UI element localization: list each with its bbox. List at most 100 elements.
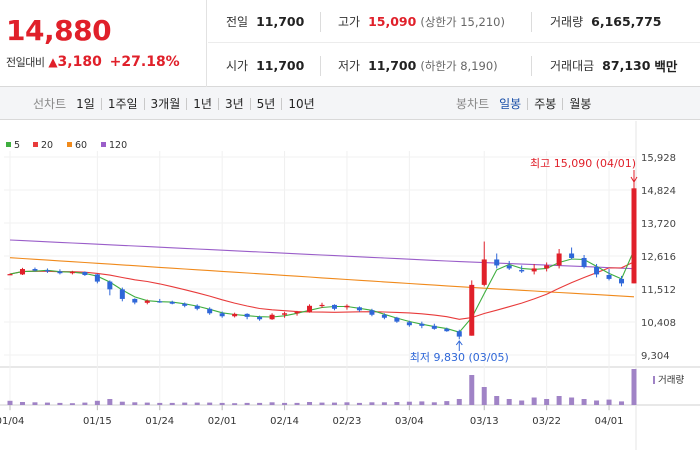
- line-period-tab-6[interactable]: 10년: [281, 97, 320, 110]
- candlestick-chart: 01/04 01/15 01/24 02/01 02/14 02/23 03/04 03/13…: [0, 121, 700, 450]
- price-summary: 14,880 전일대비 ▲3,180 +27.18% 전일 11,700 고가 …: [0, 0, 700, 87]
- candle-period-tab-1[interactable]: 주봉: [527, 97, 562, 110]
- candle-body: [369, 310, 375, 315]
- candle-body: [581, 257, 587, 267]
- volume-bar: [569, 397, 575, 405]
- volume-bar: [456, 399, 462, 405]
- candle-chart-tabs: 봉차트 일봉 주봉 월봉: [456, 87, 597, 120]
- volume-bar: [544, 399, 550, 405]
- volume-label: 거래량: [550, 15, 584, 29]
- candle-body: [569, 253, 575, 258]
- y-tick-label: 9,304: [641, 351, 670, 362]
- candle-body: [44, 270, 50, 272]
- change-label: 전일대비: [6, 56, 45, 69]
- change-row: 전일대비 ▲3,180 +27.18%: [6, 54, 180, 70]
- x-tick-label: 02/01: [208, 416, 237, 427]
- candle-body: [107, 281, 113, 290]
- turnover-label: 거래대금: [550, 59, 595, 73]
- volume-bar: [219, 402, 225, 405]
- high-annotation: 최고 15,090 (04/01): [530, 157, 636, 170]
- lower-limit: (하한가 8,190): [420, 58, 498, 73]
- volume-bar: [282, 402, 288, 405]
- low-value: 11,700: [368, 58, 417, 73]
- candle-body: [506, 265, 512, 269]
- volume-bar: [32, 402, 38, 405]
- volume-bar: [381, 402, 387, 405]
- line-chart-label: 선차트: [33, 97, 67, 111]
- open-label: 시가: [226, 59, 249, 73]
- candle-body: [456, 331, 462, 337]
- high-value: 15,090: [368, 14, 417, 29]
- line-period-tab-5[interactable]: 5년: [249, 97, 282, 110]
- line-period-tab-3[interactable]: 1년: [186, 97, 218, 110]
- line-period-tab-4[interactable]: 3년: [217, 97, 250, 110]
- prev-close-value: 11,700: [256, 14, 305, 29]
- candle-body: [119, 289, 125, 299]
- candle-body: [381, 314, 387, 318]
- legend-label-5: 5: [14, 140, 20, 151]
- low-annotation: 최저 9,830 (03/05): [410, 351, 509, 364]
- up-arrow-icon: ▲: [48, 55, 58, 69]
- line-period-tab-1[interactable]: 1주일: [100, 97, 144, 110]
- x-tick-label: 03/22: [532, 416, 561, 427]
- candle-body: [69, 272, 75, 274]
- line-period-tab-2[interactable]: 3개월: [143, 97, 187, 110]
- legend-label-20: 20: [41, 140, 53, 151]
- y-tick-label: 15,928: [641, 153, 676, 164]
- info-row-2: 시가 11,700 저가 11,700 (하한가 8,190) 거래대금 87,…: [208, 44, 700, 87]
- candle-body: [82, 272, 88, 276]
- y-tick-label: 10,408: [641, 318, 676, 329]
- volume-bar: [169, 402, 175, 405]
- volume-bar: [107, 399, 113, 405]
- line-chart-tabs: 선차트 1일 1주일 3개월 1년 3년 5년 10년: [33, 87, 321, 120]
- candle-period-tab-2[interactable]: 월봉: [562, 97, 597, 110]
- volume-bar: [394, 402, 400, 405]
- candle-body: [194, 305, 200, 309]
- candle-body: [431, 325, 437, 329]
- candle-body: [257, 316, 263, 320]
- candle-body: [244, 313, 250, 317]
- stock-chart: 01/04 01/15 01/24 02/01 02/14 02/23 03/04 03/13…: [0, 121, 700, 450]
- ma120-line: [9, 239, 635, 270]
- volume-bar: [94, 400, 100, 405]
- candle-body: [157, 301, 163, 303]
- candle-body: [232, 313, 238, 317]
- legend-label-120: 120: [109, 140, 127, 151]
- candle-body: [7, 274, 13, 276]
- volume-bar: [244, 402, 250, 405]
- x-tick-label: 03/13: [470, 416, 499, 427]
- candle-body: [494, 259, 500, 266]
- prev-close-label: 전일: [226, 15, 249, 29]
- volume-bar: [194, 402, 200, 405]
- low-label: 저가: [338, 59, 361, 73]
- low-cell: 저가 11,700 (하한가 8,190): [338, 44, 498, 87]
- volume-bar: [69, 403, 75, 405]
- volume-bar: [182, 402, 188, 405]
- candle-body: [594, 266, 600, 275]
- change-value: 3,180: [57, 54, 102, 70]
- volume-bar: [469, 375, 475, 405]
- candle-period-tab-0[interactable]: 일봉: [499, 96, 522, 111]
- volume-bar: [406, 401, 412, 405]
- line-period-tab-0[interactable]: 1일: [76, 96, 95, 111]
- candle-body: [307, 305, 313, 312]
- volume-bar: [44, 402, 50, 405]
- legend-label-60: 60: [75, 140, 87, 151]
- chart-tabs: 선차트 1일 1주일 3개월 1년 3년 5년 10년 봉차트 일봉 주봉 월봉: [0, 87, 700, 120]
- candle-body: [406, 322, 412, 326]
- volume-bar: [581, 399, 587, 405]
- volume-bar: [494, 396, 500, 405]
- candle-body: [481, 259, 487, 285]
- candle-body: [419, 323, 425, 326]
- ma20-line: [9, 261, 635, 320]
- candle-body: [606, 275, 612, 279]
- volume-bar: [444, 401, 450, 405]
- volume-bar: [319, 402, 325, 405]
- y-tick-label: 14,824: [641, 186, 676, 197]
- high-arrow-head: [630, 176, 638, 183]
- volume-bar: [631, 369, 637, 405]
- turnover-cell: 거래대금 87,130 백만: [550, 44, 677, 87]
- candle-body: [394, 317, 400, 322]
- turnover-unit: 백만: [654, 59, 678, 74]
- divider: [320, 12, 321, 32]
